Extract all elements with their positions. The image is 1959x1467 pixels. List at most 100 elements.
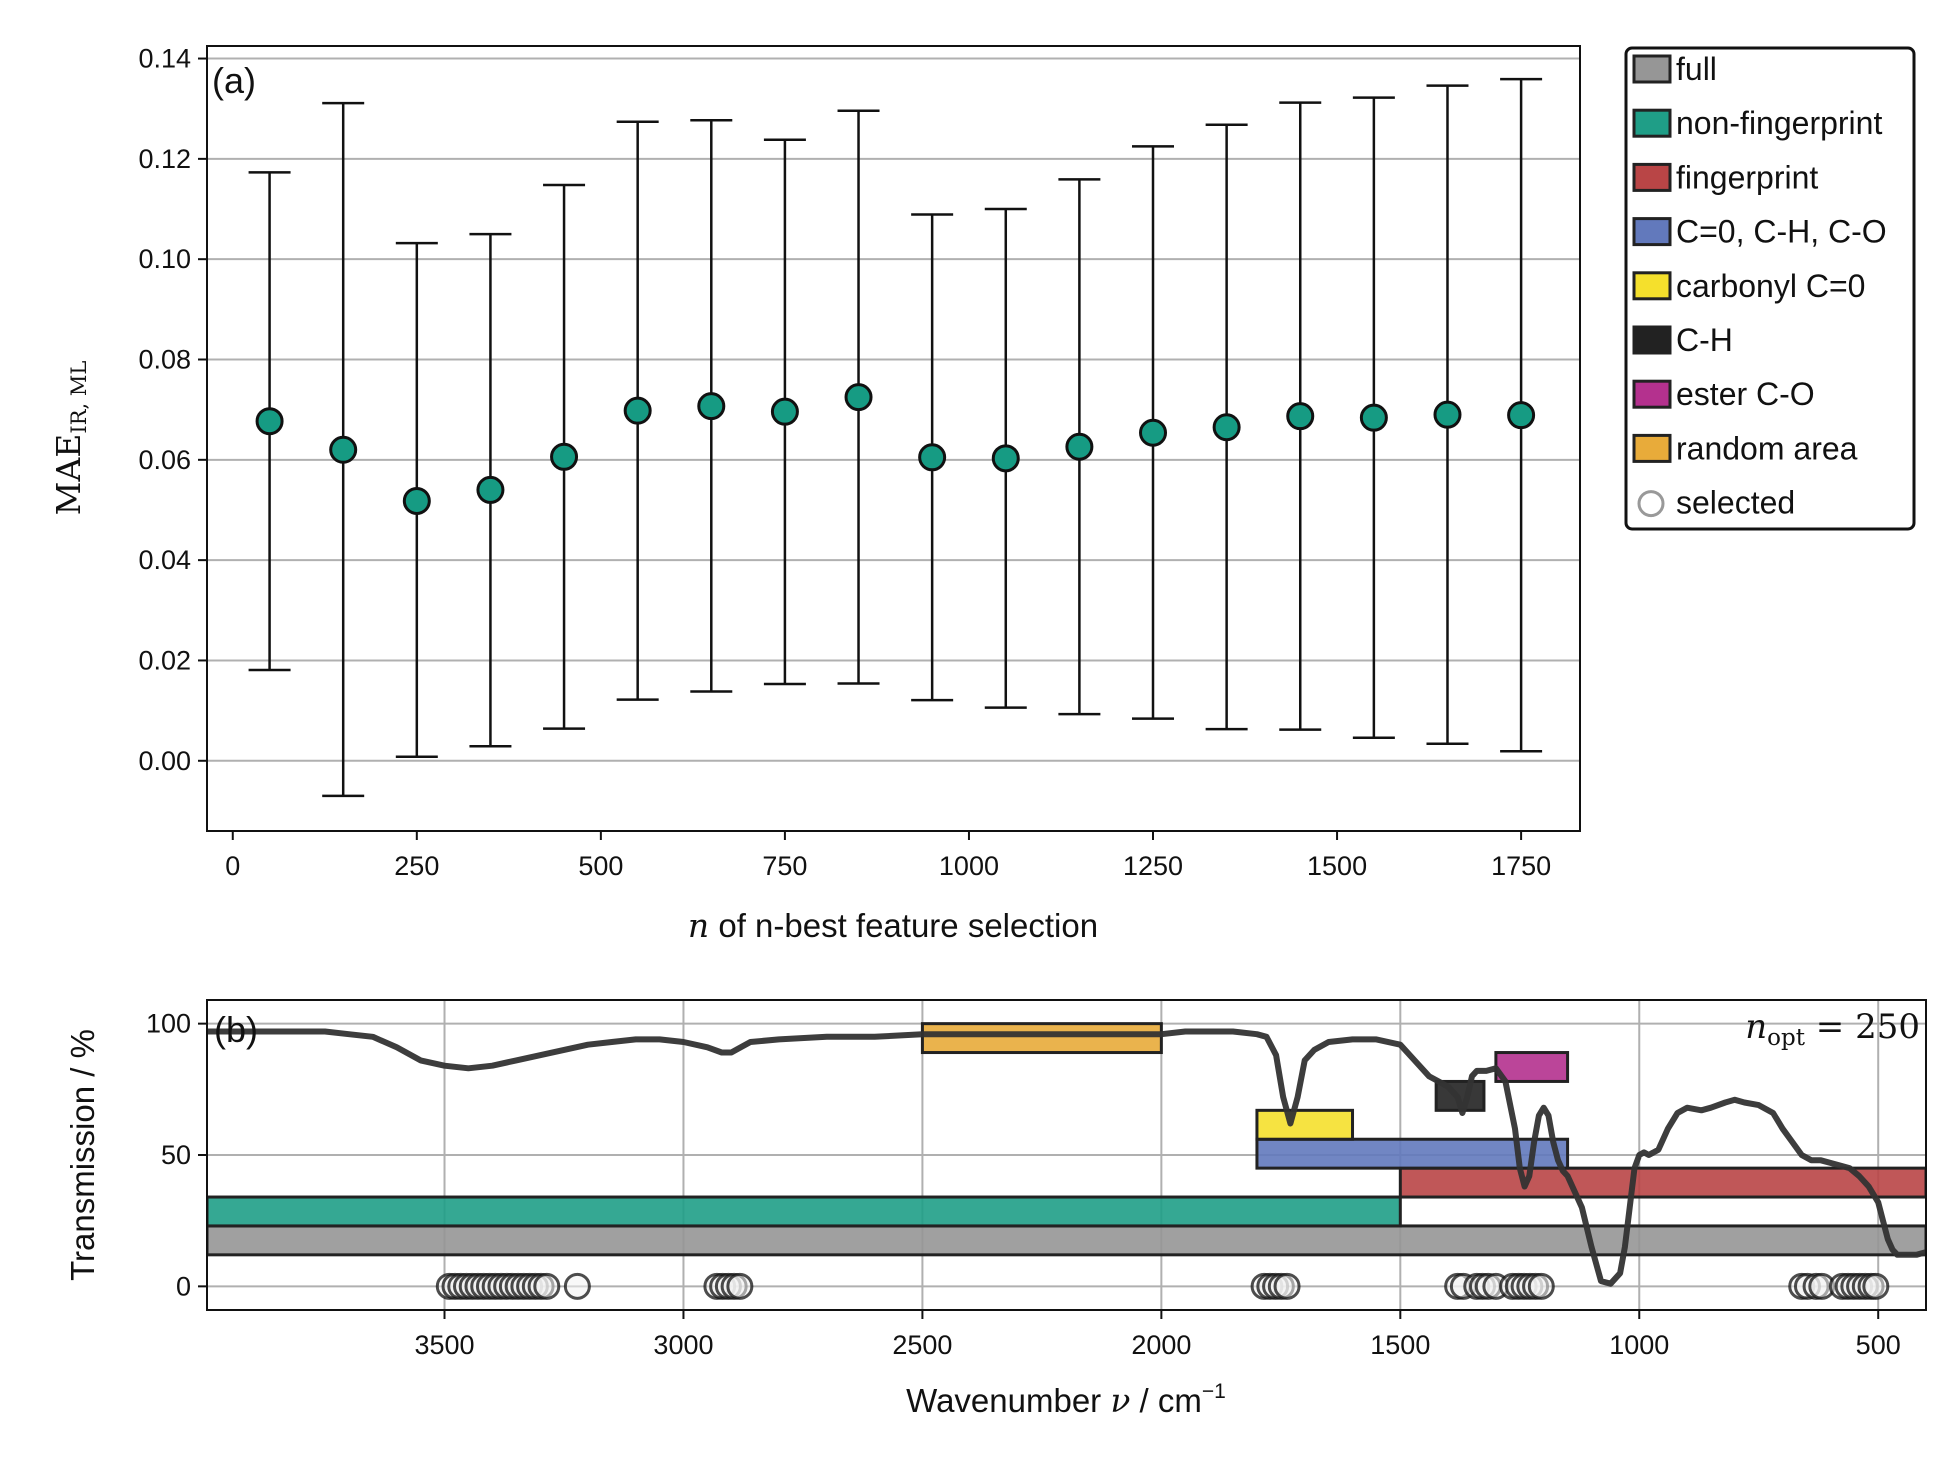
y-label-sub: IR, ML <box>67 361 91 434</box>
y-tick-label: 0.00 <box>138 746 191 776</box>
panel-b-y-ticks: 0 50 100 <box>146 1009 207 1301</box>
legend-entry: selected <box>1637 485 1795 521</box>
data-point <box>550 442 579 471</box>
x-tick-label: 1000 <box>1609 1330 1669 1360</box>
data-point <box>1212 413 1241 442</box>
legend-swatch <box>1632 379 1672 409</box>
legend-swatch <box>1632 271 1672 301</box>
panel-b: 3500 3000 2500 2000 1500 1000 500 0 50 100 (b) n… <box>64 999 1927 1420</box>
legend-frame <box>1624 46 1916 531</box>
panel-b-x-ticks: 3500 3000 2500 2000 1500 1000 500 <box>414 1310 1901 1360</box>
x-tick-label: 500 <box>1856 1330 1901 1360</box>
x-tick-label: 2000 <box>1131 1330 1191 1360</box>
panel-b-selected-points <box>435 1272 1890 1300</box>
selected-point <box>1862 1272 1890 1300</box>
legend-entry: carbonyl C=0 <box>1632 268 1865 304</box>
panel-a-label: (a) <box>212 60 256 101</box>
selected-point <box>1273 1272 1301 1300</box>
band-carbonyl-c-0 <box>1255 1108 1355 1141</box>
n-opt-value: = 250 <box>1805 1007 1920 1047</box>
legend-entry: full <box>1632 51 1717 87</box>
selected-point <box>726 1272 754 1300</box>
legend-entry: non-fingerprint <box>1632 105 1882 141</box>
panel-a: 0 250 500 750 1000 1250 1500 1750 0.000.020.040… <box>49 44 1581 945</box>
x-label-superscript: −1 <box>1202 1380 1226 1403</box>
panel-a-y-ticks: 0.00 0.02 0.04 0.06 0.08 0.10 0.12 0.14 <box>138 44 207 776</box>
legend-marker <box>1637 490 1665 518</box>
data-point <box>1359 403 1388 432</box>
legend-label: C=0, C-H, C-O <box>1676 214 1887 250</box>
data-point <box>1433 400 1462 429</box>
selected-point <box>533 1272 561 1300</box>
x-label-variable: ν <box>1110 1381 1130 1420</box>
x-tick-label: 1750 <box>1491 851 1551 881</box>
legend-label: random area <box>1676 430 1858 466</box>
band-non-fingerprint <box>207 1195 1402 1228</box>
y-tick-label: 0 <box>176 1271 191 1301</box>
data-point <box>1065 432 1094 461</box>
band-full <box>207 1224 1926 1257</box>
n-opt-variable: n <box>1745 1007 1767 1047</box>
data-point <box>918 443 947 472</box>
legend-entry: ester C-O <box>1632 376 1815 412</box>
data-point <box>844 383 873 412</box>
y-tick-label: 0.04 <box>138 545 191 575</box>
legend-swatch <box>1632 433 1672 463</box>
y-tick-label: 100 <box>146 1009 191 1039</box>
data-point <box>1139 418 1168 447</box>
x-tick-label: 3000 <box>653 1330 713 1360</box>
panel-a-gridlines <box>207 57 1580 762</box>
x-tick-label: 0 <box>225 851 240 881</box>
legend-label: non-fingerprint <box>1676 105 1882 141</box>
data-point <box>255 407 284 436</box>
x-label-variable: n <box>688 906 709 945</box>
spectrum-line <box>207 1028 1926 1287</box>
selected-point <box>1527 1272 1555 1300</box>
band-ester-c-o <box>1494 1051 1570 1083</box>
y-tick-label: 0.14 <box>138 44 191 74</box>
panel-a-x-axis-label: n of n-best feature selection <box>688 906 1098 945</box>
legend-entry: random area <box>1632 430 1858 466</box>
panel-b-y-axis-label: Transmission / % <box>64 1029 101 1281</box>
data-point <box>476 475 505 504</box>
panel-a-x-ticks: 0 250 500 750 1000 1250 1500 1750 <box>225 831 1551 881</box>
y-tick-label: 0.06 <box>138 445 191 475</box>
x-label-unit: / cm <box>1130 1382 1202 1419</box>
selected-point <box>563 1272 591 1300</box>
data-point <box>329 435 358 464</box>
x-tick-label: 1000 <box>939 851 999 881</box>
legend: full non-fingerprint fingerprint C=0, C-H, … <box>1624 46 1916 531</box>
legend-label: full <box>1676 51 1717 87</box>
y-tick-label: 0.02 <box>138 645 191 675</box>
legend-swatch <box>1632 54 1672 84</box>
data-point <box>623 396 652 425</box>
y-tick-label: 0.12 <box>138 144 191 174</box>
legend-entry: fingerprint <box>1632 159 1818 195</box>
legend-label: C-H <box>1676 322 1733 358</box>
x-tick-label: 250 <box>394 851 439 881</box>
legend-entry: C-H <box>1632 322 1733 358</box>
panel-b-spectrum <box>207 1028 1926 1287</box>
n-opt-annotation: nopt = 250 <box>1745 1007 1920 1051</box>
y-label-main: MAE <box>49 434 88 516</box>
x-tick-label: 3500 <box>414 1330 474 1360</box>
y-tick-label: 50 <box>161 1140 191 1170</box>
n-opt-subscript: opt <box>1767 1025 1806 1051</box>
x-tick-label: 1250 <box>1123 851 1183 881</box>
legend-label: selected <box>1676 485 1795 521</box>
legend-label: fingerprint <box>1676 159 1818 195</box>
data-point <box>991 444 1020 473</box>
x-tick-label: 1500 <box>1370 1330 1430 1360</box>
x-tick-label: 2500 <box>892 1330 952 1360</box>
panel-a-errorbars <box>248 77 1543 798</box>
legend-swatch <box>1632 162 1672 192</box>
data-point <box>1286 402 1315 431</box>
y-tick-label: 0.08 <box>138 344 191 374</box>
data-point <box>770 397 799 426</box>
legend-entry: C=0, C-H, C-O <box>1632 214 1887 250</box>
y-tick-label: 0.10 <box>138 244 191 274</box>
legend-swatch <box>1632 217 1672 247</box>
x-label-text: Wavenumber <box>906 1382 1110 1419</box>
x-tick-label: 500 <box>578 851 623 881</box>
